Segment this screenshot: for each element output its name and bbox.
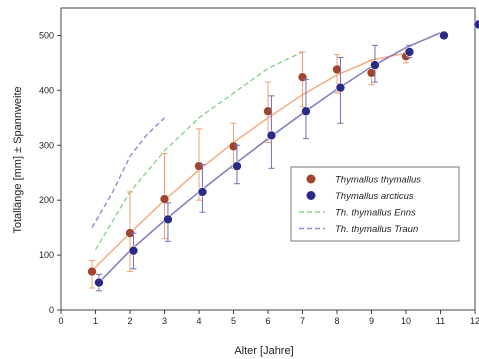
dashed-series-line — [91, 117, 165, 228]
data-point — [194, 161, 204, 171]
y-tick-label: 200 — [39, 195, 54, 205]
y-tick-label: 500 — [39, 30, 54, 40]
data-point — [439, 30, 449, 41]
y-axis: 0 100 200 300 400 500 — [39, 30, 61, 315]
data-point — [94, 277, 104, 288]
y-tick-label: 300 — [39, 140, 54, 150]
y-tick-label: 0 — [49, 305, 54, 315]
data-point — [332, 64, 342, 75]
data-point — [197, 187, 208, 197]
y-tick-label: 100 — [39, 250, 54, 260]
data-point — [159, 194, 170, 204]
data-point — [163, 214, 173, 225]
data-point — [370, 60, 380, 70]
legend: Thymallus thymallus Thymallus arcticus Th.… — [290, 166, 460, 242]
x-tick-label: 7 — [300, 316, 305, 326]
legend-label: Thymallus thymallus — [335, 175, 421, 186]
data-point — [228, 141, 239, 152]
legend-label: Th. thymallus Enns — [335, 208, 416, 219]
data-point — [266, 130, 277, 141]
y-tick-label: 400 — [39, 85, 54, 95]
x-axis-label: Alter [Jahre] — [234, 345, 293, 357]
data-point — [232, 161, 242, 171]
x-axis: 0 1 2 3 4 5 6 7 8 9 10 11 12 — [58, 310, 479, 326]
x-tick-label: 0 — [58, 316, 63, 326]
x-tick-label: 6 — [265, 316, 270, 326]
x-tick-label: 12 — [470, 316, 479, 326]
legend-marker — [306, 191, 316, 200]
x-tick-label: 4 — [196, 316, 201, 326]
data-point — [263, 106, 273, 117]
data-point — [301, 106, 311, 117]
y-axis-label: Totallänge [mm] ± Spannweite — [12, 86, 24, 233]
x-tick-label: 5 — [231, 316, 236, 326]
data-point — [128, 245, 139, 256]
x-tick-label: 10 — [401, 316, 411, 326]
data-point — [335, 82, 346, 93]
trendline — [98, 31, 441, 284]
x-tick-label: 3 — [162, 316, 167, 326]
trendline — [91, 52, 407, 272]
legend-label: Th. thymallus Traun — [335, 224, 418, 235]
x-tick-label: 9 — [369, 316, 374, 326]
data-point — [404, 47, 415, 57]
legend-marker — [306, 174, 316, 184]
plot-area — [87, 19, 479, 292]
x-tick-label: 2 — [127, 316, 132, 326]
x-tick-label: 11 — [436, 316, 445, 326]
data-point — [473, 19, 479, 30]
x-tick-label: 8 — [334, 316, 339, 326]
data-point — [87, 266, 97, 277]
x-tick-label: 1 — [93, 316, 98, 326]
legend-label: Thymallus arcticus — [335, 191, 414, 202]
